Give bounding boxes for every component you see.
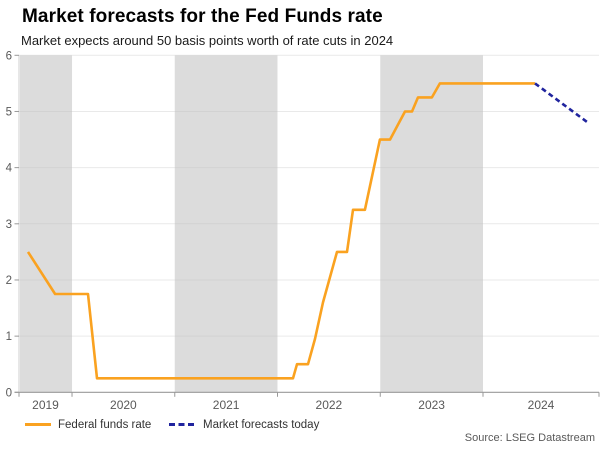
y-tick-label: 3 — [6, 219, 12, 231]
x-tick-label: 2021 — [213, 398, 240, 412]
dashed-line-swatch-icon — [169, 423, 196, 426]
source-credit: Source: LSEG Datastream — [464, 432, 595, 444]
legend-item-fed-funds: Federal funds rate — [25, 417, 151, 432]
x-tick-label: 2022 — [316, 398, 343, 412]
chart-title: Market forecasts for the Fed Funds rate — [22, 6, 383, 27]
y-tick-label: 1 — [6, 331, 12, 343]
solid-line-swatch-icon — [25, 423, 51, 426]
chart-legend: Federal funds rate Market forecasts toda… — [0, 417, 600, 433]
legend-item-forecast: Market forecasts today — [169, 417, 319, 432]
chart-subtitle: Market expects around 50 basis points wo… — [21, 33, 394, 48]
y-tick-label: 6 — [6, 50, 12, 62]
x-tick-label: 2019 — [32, 398, 59, 412]
legend-label-forecast: Market forecasts today — [203, 418, 320, 431]
fed-funds-line — [26, 82, 535, 380]
shaded-year-band — [174, 55, 278, 393]
y-tick-label: 5 — [6, 106, 12, 118]
x-tick-label: 2023 — [418, 398, 445, 412]
y-tick-label: 4 — [6, 163, 13, 175]
forecast-line — [534, 82, 589, 124]
shaded-year-band — [20, 55, 73, 393]
x-tick-label: 2020 — [110, 398, 137, 412]
shaded-year-band — [380, 55, 483, 393]
y-tick-label: 0 — [6, 387, 12, 399]
y-tick-label: 2 — [6, 275, 12, 287]
legend-label-fed-funds: Federal funds rate — [58, 418, 152, 431]
x-tick-label: 2024 — [528, 398, 555, 412]
